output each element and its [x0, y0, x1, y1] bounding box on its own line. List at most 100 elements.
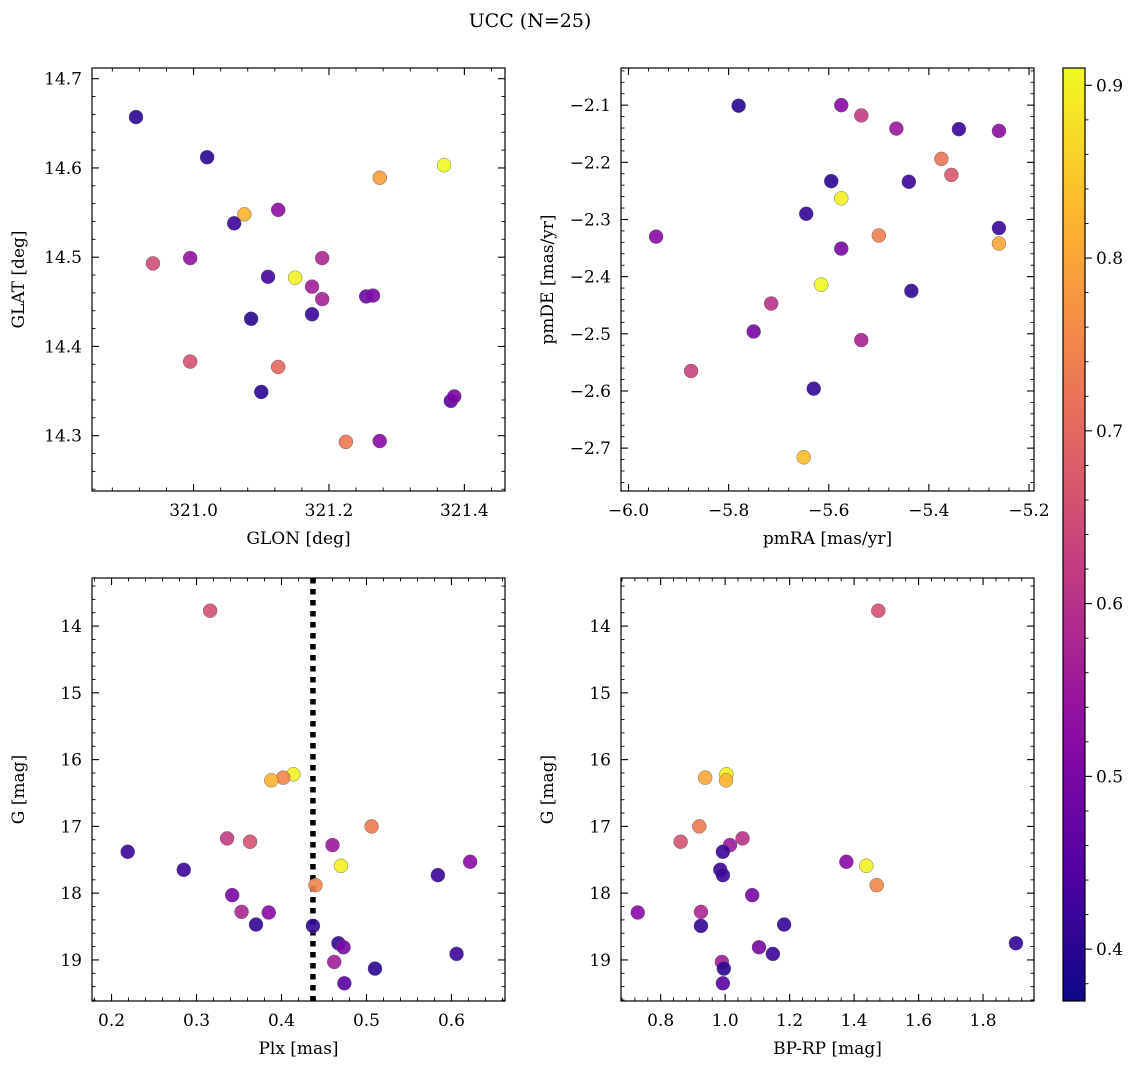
x-tick-label: 1.4 — [841, 1011, 868, 1031]
y-tick-label: 18 — [589, 884, 611, 904]
scatter-point — [871, 603, 886, 618]
x-tick-label: −5.8 — [708, 501, 749, 521]
scatter-point — [746, 324, 761, 339]
scatter-point — [447, 389, 462, 404]
y-axis-label: GLAT [deg] — [9, 230, 29, 328]
y-axis-label: G [mag] — [538, 755, 558, 824]
scatter-point — [834, 241, 849, 256]
scatter-point — [871, 228, 887, 243]
y-tick-label: 16 — [60, 751, 82, 771]
y-tick-label: −2.5 — [570, 325, 611, 345]
scatter-point — [715, 844, 731, 859]
scatter-point — [718, 773, 734, 788]
scatter-point — [901, 174, 917, 189]
scatter-point — [951, 121, 967, 137]
scatter-point — [308, 877, 323, 893]
scatter-point — [128, 109, 144, 125]
scatter-point — [796, 450, 811, 465]
x-tick-label: 321.0 — [169, 501, 218, 521]
x-tick-label: 1.8 — [970, 1011, 997, 1031]
scatter-point — [260, 269, 276, 285]
x-axis-label: BP-RP [mag] — [773, 1039, 882, 1059]
colorbar-tick-label: 0.9 — [1096, 76, 1123, 96]
y-tick-label: 15 — [60, 684, 82, 704]
y-tick-label: 19 — [60, 951, 82, 971]
scatter-points — [630, 603, 1024, 991]
scatter-point — [314, 250, 330, 266]
scatter-point — [715, 867, 731, 883]
scatter-point — [242, 834, 258, 849]
scatter-point — [237, 207, 252, 222]
y-axis-label: pmDE [mas/yr] — [538, 214, 558, 344]
scatter-point — [436, 158, 452, 173]
y-tick-label: −2.1 — [570, 96, 611, 116]
scatter-point — [693, 918, 709, 934]
scatter-point — [305, 918, 321, 934]
scatter-point — [745, 887, 760, 903]
scatter-point — [226, 216, 242, 231]
colorbar-tick-label: 0.8 — [1096, 249, 1123, 269]
y-tick-label: 16 — [589, 751, 611, 771]
scatter-point — [287, 270, 303, 285]
y-tick-label: 18 — [60, 884, 82, 904]
scatter-point — [716, 961, 732, 976]
scatter-point — [834, 97, 849, 113]
scatter-point — [715, 976, 731, 991]
y-axis-label: G [mag] — [9, 755, 29, 824]
scatter-point — [364, 819, 379, 834]
scatter-point — [889, 121, 904, 136]
x-tick-label: 321.4 — [440, 501, 489, 521]
scatter-points — [648, 97, 1007, 465]
scatter-point — [336, 940, 351, 955]
scatter-point — [270, 359, 286, 375]
y-tick-label: 17 — [60, 817, 82, 837]
scatter-point — [693, 904, 709, 920]
scatter-point — [735, 831, 750, 846]
x-tick-label: −5.6 — [808, 501, 849, 521]
colorbar-tick-label: 0.5 — [1096, 767, 1123, 787]
scatter-point — [839, 854, 854, 869]
axes-frame — [91, 577, 506, 1002]
scatter-point — [449, 946, 464, 962]
scatter-point — [904, 283, 919, 299]
scatter-point — [944, 167, 959, 183]
scatter-points — [128, 109, 462, 450]
scatter-point — [325, 837, 340, 853]
y-tick-label: −2.2 — [570, 153, 611, 173]
scatter-point — [683, 363, 699, 379]
x-axis-label: GLON [deg] — [246, 529, 350, 549]
y-tick-label: −2.3 — [570, 210, 611, 230]
scatter-point — [372, 433, 387, 449]
scatter-point — [372, 170, 387, 185]
colorbar-gradient — [1063, 68, 1085, 1001]
scatter-point — [991, 220, 1007, 236]
colorbar-tick-label: 0.6 — [1096, 595, 1123, 615]
y-tick-label: 17 — [589, 817, 611, 837]
scatter-point — [814, 277, 829, 292]
scatter-point — [333, 858, 349, 873]
scatter-point — [630, 905, 645, 920]
scatter-point — [199, 150, 215, 165]
scatter-point — [991, 123, 1007, 139]
scatter-point — [219, 831, 235, 846]
panel-2: −6.0 −5.8 −5.6 −5.4 −5.2 −2.7 −2.6 −2.5 −2.4 −2.3… — [538, 67, 1050, 549]
y-tick-label: −2.4 — [570, 268, 611, 288]
x-tick-label: 1.2 — [776, 1011, 803, 1031]
scatter-point — [859, 858, 874, 873]
axes-frame — [620, 577, 1035, 1002]
x-tick-label: 0.2 — [98, 1011, 125, 1031]
scatter-point — [763, 296, 779, 311]
colorbar: 0.4 0.5 0.6 0.7 0.8 0.9 — [1062, 67, 1123, 1002]
scatter-point — [182, 354, 198, 369]
scatter-point — [338, 434, 354, 450]
scatter-point — [673, 834, 688, 849]
scatter-point — [365, 288, 381, 303]
scatter-point — [304, 279, 320, 294]
colorbar-tick-label: 0.4 — [1096, 940, 1123, 960]
scatter-point — [243, 311, 259, 326]
scatter-panels: 321.0 321.2 321.4 14.3 14.4 14.5 14.6 14.7 GLON … — [9, 67, 1050, 1059]
y-tick-label: −2.6 — [570, 382, 611, 402]
x-tick-label: 0.5 — [353, 1011, 380, 1031]
x-axis-label: pmRA [mas/yr] — [763, 529, 892, 549]
